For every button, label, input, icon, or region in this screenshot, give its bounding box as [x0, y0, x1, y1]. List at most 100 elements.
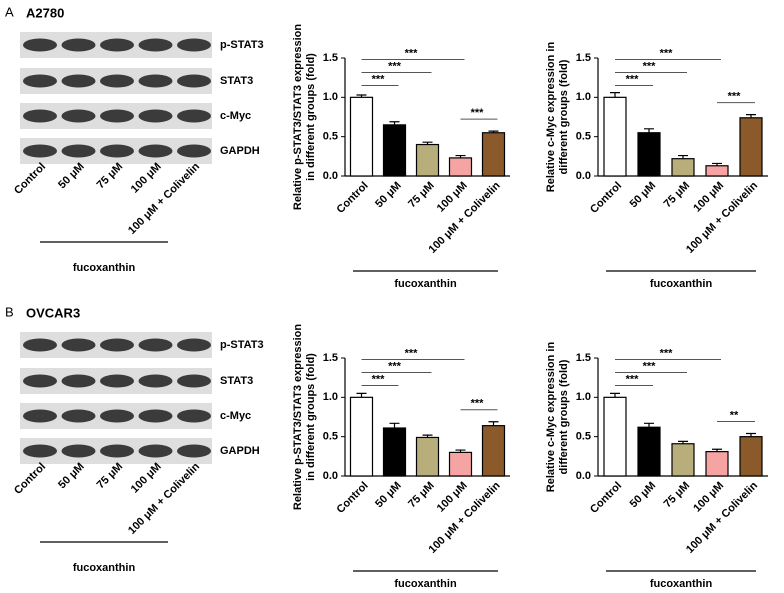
blot-band [138, 338, 173, 352]
bar [415, 436, 440, 477]
blot-lane-label: 50 μM [56, 161, 87, 192]
blot-band [100, 74, 134, 88]
error-bar [746, 432, 756, 437]
error-bar [610, 92, 620, 98]
y-tick-label: 0.5 [323, 431, 338, 443]
blot-band [138, 74, 173, 88]
error-bar [610, 392, 620, 398]
cell-line: OVCAR3 [26, 305, 80, 320]
bar [739, 117, 763, 177]
panel-letter: A [5, 4, 14, 19]
error-bar [356, 392, 367, 398]
y-axis-label: Relative p-STAT3/STAT3 expression [292, 24, 304, 211]
y-axis-label: Relative c-Myc expression in [545, 42, 557, 193]
error-bar [644, 128, 654, 133]
panel-letter: B [5, 304, 14, 319]
sig-label: *** [660, 47, 674, 59]
bar [637, 132, 661, 177]
error-bar [455, 154, 466, 158]
y-tick-label: 1.5 [323, 52, 338, 64]
x-tick-label: 50 μM [628, 180, 659, 211]
blot-band [138, 374, 173, 388]
blot-band [138, 409, 173, 423]
x-tick-label: 75 μM [406, 180, 437, 211]
blot-band [23, 338, 57, 352]
group-label: fucoxanthin [650, 578, 713, 590]
blot-lane-label: 100 μM + Colivelin [126, 160, 202, 236]
x-tick-label: Control [588, 180, 624, 216]
cell-line: A2780 [26, 5, 64, 20]
blot-band [61, 338, 96, 352]
group-label: fucoxanthin [394, 278, 457, 290]
sig-label: *** [728, 91, 742, 103]
sig-label: *** [405, 47, 419, 59]
blot-band [100, 109, 134, 123]
x-tick-label: 75 μM [662, 180, 693, 211]
y-tick-label: 0.5 [576, 431, 591, 443]
blot-lane-label: 100 μM [129, 461, 164, 496]
error-bar [488, 130, 499, 133]
y-tick-label: 0.0 [576, 170, 591, 182]
bar [603, 396, 627, 477]
blot-band [177, 338, 211, 352]
blot-band [177, 144, 211, 158]
y-tick-label: 0.0 [323, 470, 338, 482]
bar [448, 157, 473, 177]
blot-lane-label: 75 μM [95, 461, 126, 492]
sig-label: *** [660, 347, 674, 359]
blot-band [177, 374, 211, 388]
bar [448, 451, 473, 477]
sig-label: *** [471, 398, 485, 410]
y-tick-label: 0.5 [323, 131, 338, 143]
x-tick-label: Control [335, 180, 371, 216]
x-tick-label: 50 μM [628, 480, 659, 511]
blot-band [61, 144, 96, 158]
error-bar [389, 422, 400, 429]
blot-band [23, 144, 57, 158]
x-tick-label: Control [588, 480, 624, 516]
bar [705, 165, 729, 177]
error-bar [422, 434, 433, 438]
blot-band [61, 374, 96, 388]
y-tick-label: 1.0 [576, 391, 591, 403]
y-axis-label: Relative c-Myc expression in [545, 342, 557, 493]
blot-band [23, 74, 57, 88]
y-tick-label: 0.5 [576, 131, 591, 143]
sig-label: *** [405, 347, 419, 359]
bar [705, 451, 729, 477]
bar [637, 426, 661, 477]
bar [415, 143, 440, 177]
bar [481, 425, 506, 477]
blot-band [61, 38, 96, 52]
blot-row-label: p-STAT3 [220, 39, 264, 51]
error-bar [389, 121, 400, 125]
blot-band [61, 109, 96, 123]
sig-label: *** [388, 360, 402, 372]
error-bar [678, 440, 688, 444]
y-axis-label: different groups (fold) [558, 59, 570, 174]
sig-label: *** [643, 60, 657, 72]
y-tick-label: 0.0 [323, 170, 338, 182]
x-tick-label: 75 μM [662, 480, 693, 511]
sig-label: *** [388, 60, 402, 72]
blot-band [100, 144, 134, 158]
blot-row-label: c-Myc [220, 410, 251, 422]
error-bar [712, 448, 722, 452]
error-bar [712, 162, 722, 166]
error-bar [455, 449, 466, 453]
blot-band [100, 409, 134, 423]
y-tick-label: 1.0 [576, 91, 591, 103]
blot-band [100, 444, 134, 458]
blot-band [177, 74, 211, 88]
blot-band [177, 444, 211, 458]
y-axis-label: Relative p-STAT3/STAT3 expression [292, 324, 304, 511]
blot-lane-label: 75 μM [95, 161, 126, 192]
blot-band [23, 409, 57, 423]
group-label: fucoxanthin [73, 262, 136, 274]
y-tick-label: 1.0 [323, 91, 338, 103]
group-label: fucoxanthin [650, 278, 713, 290]
group-label: fucoxanthin [73, 562, 136, 574]
sig-label: *** [372, 73, 386, 85]
bar [603, 96, 627, 177]
